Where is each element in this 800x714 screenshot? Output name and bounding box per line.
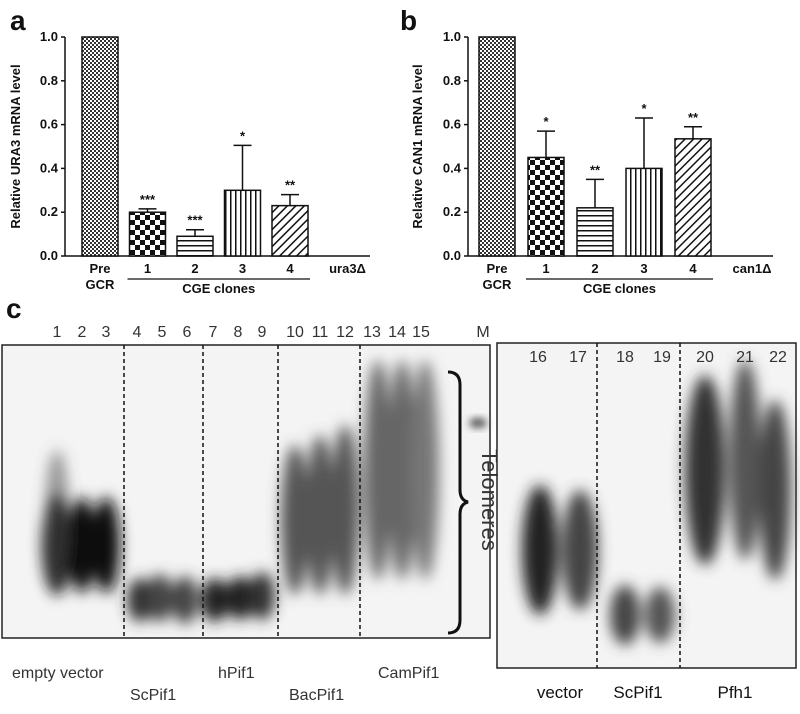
x-tick-label: Pre GCR — [86, 261, 116, 292]
bar — [81, 36, 119, 257]
group-label: ScPif1 — [130, 687, 176, 704]
lane-number: 9 — [258, 324, 267, 341]
group-label: ScPif1 — [613, 683, 662, 702]
error-bar — [586, 178, 604, 208]
lane-number: 10 — [286, 324, 304, 341]
lane-number: 4 — [133, 324, 142, 341]
panel-label: a — [10, 5, 26, 36]
error-bar — [138, 208, 157, 213]
x-tick-label: Pre GCR — [483, 261, 513, 292]
error-bar — [186, 228, 204, 237]
y-tick-label: 0.4 — [40, 160, 59, 175]
group-label: BacPif1 — [289, 687, 344, 704]
lane-number: 5 — [158, 324, 167, 341]
y-axis-label: Relative URA3 mRNA level — [8, 64, 23, 228]
panel-label: b — [400, 5, 417, 36]
y-tick-label: 0.6 — [40, 117, 58, 132]
lane-number: 16 — [529, 349, 547, 366]
x-tick-label: 4 — [286, 261, 294, 276]
bracket-label: Telomeres — [477, 449, 502, 550]
lane-number: 22 — [769, 349, 787, 366]
significance-label: ** — [590, 162, 601, 177]
y-tick-label: 0.0 — [443, 248, 461, 263]
bar — [576, 207, 614, 257]
y-tick-label: 0.6 — [443, 117, 461, 132]
group-label: vector — [537, 683, 584, 702]
lane-number: 20 — [696, 349, 714, 366]
bar — [128, 211, 167, 257]
lane-number: 18 — [616, 349, 634, 366]
lane-number: 17 — [569, 349, 587, 366]
x-tick-label: 2 — [591, 261, 598, 276]
y-tick-label: 0.4 — [443, 160, 462, 175]
x-tick-label: 3 — [239, 261, 246, 276]
lane-number: 1 — [53, 324, 62, 341]
gel-right — [496, 342, 797, 669]
bar — [625, 167, 663, 257]
x-tick-label: 4 — [689, 261, 697, 276]
x-tick-label: 2 — [191, 261, 198, 276]
bar — [478, 36, 516, 257]
panel-label: c — [6, 293, 22, 324]
error-bar — [233, 144, 252, 191]
x-tick-label: 1 — [144, 261, 151, 276]
x-tick-label: 3 — [640, 261, 647, 276]
lane-number: 13 — [363, 324, 381, 341]
y-tick-label: 1.0 — [40, 29, 58, 44]
y-tick-label: 0.2 — [443, 204, 461, 219]
group-label: Pfh1 — [718, 683, 753, 702]
error-bar — [684, 126, 702, 139]
gel-left — [1, 344, 491, 639]
bar — [271, 204, 309, 257]
y-tick-label: 0.0 — [40, 248, 58, 263]
significance-label: ** — [285, 178, 296, 193]
lane-number: 3 — [102, 324, 111, 341]
group-label: CGE clones — [583, 281, 656, 296]
lane-number: 12 — [336, 324, 354, 341]
bar — [674, 138, 712, 257]
significance-label: *** — [140, 192, 156, 207]
group-label: CamPif1 — [378, 665, 439, 682]
lane-number: 19 — [653, 349, 671, 366]
significance-label: *** — [187, 213, 203, 228]
bar — [223, 189, 262, 257]
y-tick-label: 0.8 — [40, 73, 58, 88]
group-label: CGE clones — [182, 281, 255, 296]
x-tick-label: 1 — [542, 261, 549, 276]
x-tick-label: ura3Δ — [329, 261, 366, 276]
significance-label: * — [641, 101, 647, 116]
lane-number: 2 — [78, 324, 87, 341]
y-tick-label: 0.2 — [40, 204, 58, 219]
bar — [176, 235, 214, 257]
group-label: hPif1 — [218, 665, 255, 682]
lane-number: 7 — [209, 324, 218, 341]
significance-label: * — [240, 128, 246, 143]
group-label: empty vector — [12, 665, 104, 682]
marker-label: M — [476, 324, 489, 341]
lane-number: 8 — [234, 324, 243, 341]
y-axis-label: Relative CAN1 mRNA level — [410, 64, 425, 228]
lane-number: 15 — [412, 324, 430, 341]
y-tick-label: 0.8 — [443, 73, 461, 88]
x-tick-label: can1Δ — [733, 261, 772, 276]
error-bar — [635, 117, 653, 169]
lane-number: 14 — [388, 324, 406, 341]
bar — [527, 156, 565, 257]
error-bar — [537, 130, 555, 158]
lane-number: 6 — [183, 324, 192, 341]
y-tick-label: 1.0 — [443, 29, 461, 44]
lane-number: 21 — [736, 349, 754, 366]
significance-label: * — [543, 114, 549, 129]
error-bar — [281, 193, 299, 206]
lane-number: 11 — [312, 324, 329, 341]
significance-label: ** — [688, 110, 699, 125]
